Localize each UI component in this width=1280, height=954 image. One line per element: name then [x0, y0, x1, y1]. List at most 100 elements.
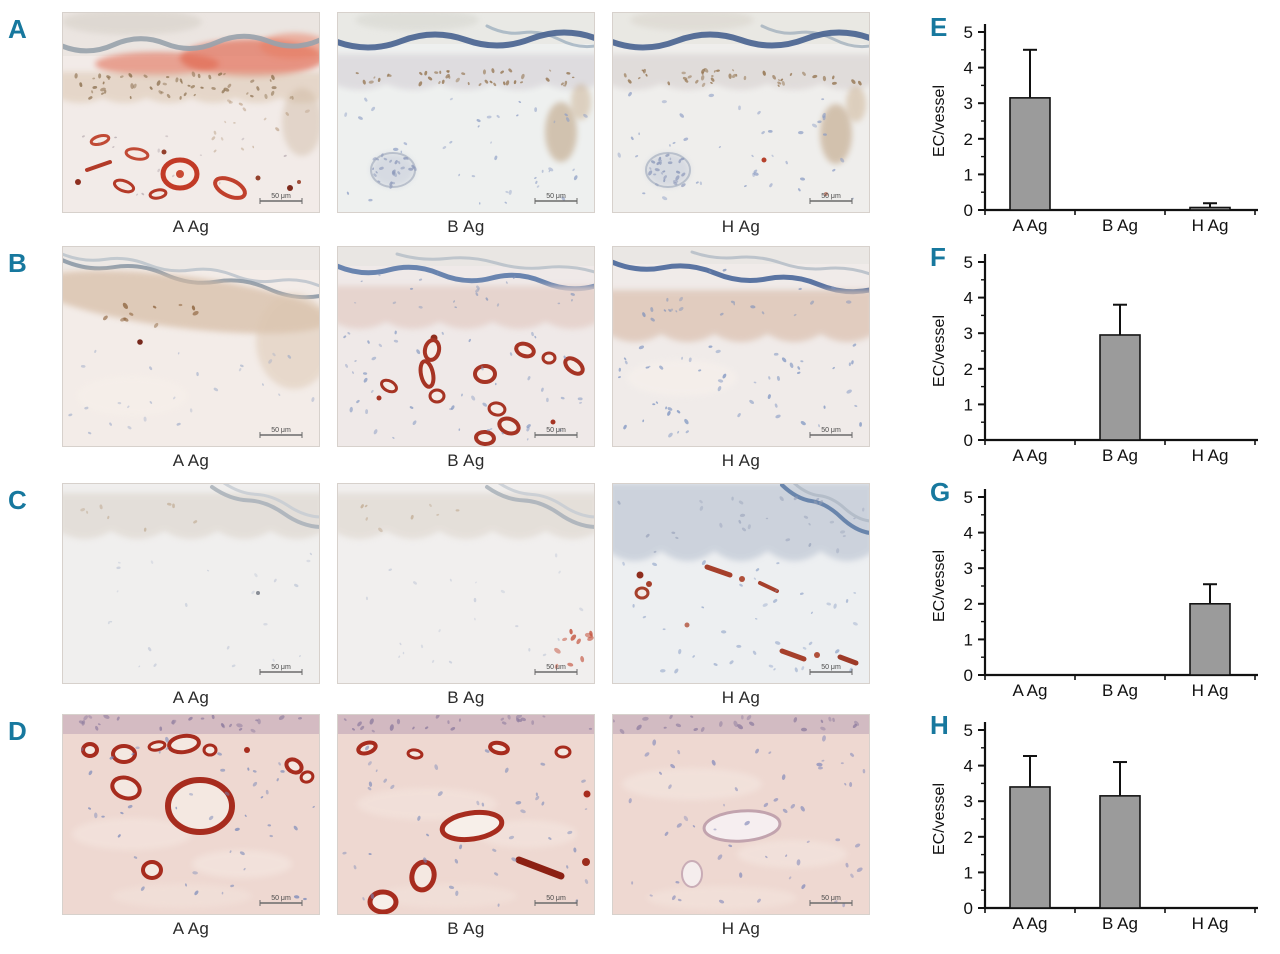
y-tick-label: 1 — [964, 863, 973, 882]
x-category-label: B Ag — [1102, 914, 1138, 933]
row-label-A: A — [8, 14, 27, 44]
scale-bar: 50 μm — [534, 427, 578, 438]
svg-text:50 μm: 50 μm — [546, 427, 566, 434]
svg-text:50 μm: 50 μm — [271, 895, 291, 902]
micrograph-C-H-Ag: 50 μm — [612, 483, 870, 684]
chart-label-E: E — [930, 12, 948, 42]
chart-block-F: F 0 1 2 3 4 5 EC/vessel A Ag B Ag H Ag — [920, 236, 1280, 468]
scale-bar: 50 μm — [534, 664, 578, 675]
micrograph-C-B-Ag: 50 μm — [337, 483, 595, 684]
svg-text:50 μm: 50 μm — [821, 193, 841, 200]
y-tick-label: 1 — [964, 395, 973, 414]
y-tick-label: 2 — [964, 130, 973, 149]
x-category-label: A Ag — [1013, 446, 1048, 465]
svg-text:50 μm: 50 μm — [821, 427, 841, 434]
y-tick-label: 1 — [964, 630, 973, 649]
x-category-label: H Ag — [1192, 446, 1229, 465]
panel-caption: H Ag — [721, 688, 761, 707]
micrograph-A-A-Ag: 50 μm — [62, 12, 320, 213]
y-tick-label: 5 — [964, 23, 973, 42]
micrograph-A-H-Ag: 50 μm — [612, 12, 870, 213]
micrograph-D-H-Ag: 50 μm — [612, 714, 870, 915]
svg-text:50 μm: 50 μm — [546, 895, 566, 902]
micrograph-B-A-Ag: 50 μm — [62, 246, 320, 447]
bar-chart-svg-E: 0 1 2 3 4 5 EC/vessel A Ag B Ag H Ag — [931, 23, 1258, 235]
panel-caption: A Ag — [172, 919, 210, 938]
y-tick-label: 2 — [964, 360, 973, 379]
bar-H-Ag — [1189, 206, 1231, 211]
y-tick-label: 5 — [964, 253, 973, 272]
panel-caption: A Ag — [172, 688, 210, 707]
chart-label-H: H — [930, 710, 949, 740]
row-label-C: C — [8, 485, 27, 515]
scale-bar: 50 μm — [809, 427, 853, 438]
y-tick-label: 4 — [964, 757, 973, 776]
y-tick-label: 5 — [964, 488, 973, 507]
chart-block-E: E 0 1 2 3 4 5 EC/vessel A Ag B Ag H Ag — [920, 6, 1280, 238]
panel-caption: H Ag — [721, 451, 761, 470]
chart-label-G: G — [930, 477, 951, 507]
y-tick-label: 4 — [964, 524, 973, 543]
panel-caption: A Ag — [172, 451, 210, 470]
scale-bar: 50 μm — [259, 664, 303, 675]
x-category-label: B Ag — [1102, 446, 1138, 465]
bar-A-Ag — [1009, 97, 1051, 211]
y-tick-label: 0 — [964, 666, 973, 685]
x-category-label: H Ag — [1192, 914, 1229, 933]
y-tick-label: 0 — [964, 899, 973, 918]
panel-caption: H Ag — [721, 919, 761, 938]
x-category-label: H Ag — [1192, 216, 1229, 235]
y-tick-label: 4 — [964, 289, 973, 308]
panel-caption: B Ag — [447, 688, 485, 707]
panel-caption: B Ag — [447, 217, 485, 236]
x-category-label: B Ag — [1102, 216, 1138, 235]
y-tick-label: 0 — [964, 431, 973, 450]
y-tick-label: 3 — [964, 324, 973, 343]
scale-bar: 50 μm — [259, 895, 303, 906]
micrograph-A-B-Ag: 50 μm — [337, 12, 595, 213]
x-category-label: A Ag — [1013, 914, 1048, 933]
y-axis-title: EC/vessel — [931, 315, 948, 387]
bar-A-Ag — [1009, 786, 1051, 909]
panel-caption: B Ag — [447, 451, 485, 470]
micrograph-D-A-Ag: 50 μm — [62, 714, 320, 915]
x-category-label: B Ag — [1102, 681, 1138, 700]
scale-bar: 50 μm — [534, 193, 578, 204]
chart-block-H: H 0 1 2 3 4 5 EC/vessel A Ag B Ag H Ag — [920, 704, 1280, 936]
bar-chart-svg-G: 0 1 2 3 4 5 EC/vessel A Ag B Ag H Ag — [931, 488, 1258, 700]
panel-caption: A Ag — [172, 217, 210, 236]
y-tick-label: 3 — [964, 94, 973, 113]
bar-B-Ag — [1099, 795, 1141, 909]
bar-chart-svg-F: 0 1 2 3 4 5 EC/vessel A Ag B Ag H Ag — [931, 253, 1258, 465]
y-tick-label: 4 — [964, 59, 973, 78]
x-category-label: A Ag — [1013, 681, 1048, 700]
bar-chart-svg-H: 0 1 2 3 4 5 EC/vessel A Ag B Ag H Ag — [931, 721, 1258, 933]
y-axis-title: EC/vessel — [931, 550, 948, 622]
micrograph-B-H-Ag: 50 μm — [612, 246, 870, 447]
scale-bar: 50 μm — [259, 193, 303, 204]
row-label-D: D — [8, 716, 27, 746]
scale-bar: 50 μm — [534, 895, 578, 906]
scale-bar: 50 μm — [809, 895, 853, 906]
svg-text:50 μm: 50 μm — [821, 664, 841, 671]
micrograph-B-B-Ag: 50 μm — [337, 246, 595, 447]
bar-H-Ag — [1189, 603, 1231, 676]
svg-text:50 μm: 50 μm — [546, 193, 566, 200]
y-tick-label: 2 — [964, 595, 973, 614]
chart-label-F: F — [930, 242, 946, 272]
y-tick-label: 0 — [964, 201, 973, 220]
y-tick-label: 3 — [964, 792, 973, 811]
row-label-B: B — [8, 248, 27, 278]
svg-text:50 μm: 50 μm — [271, 193, 291, 200]
scale-bar: 50 μm — [259, 427, 303, 438]
chart-block-G: G 0 1 2 3 4 5 EC/vessel A Ag B Ag H Ag — [920, 471, 1280, 703]
bar-B-Ag — [1099, 334, 1141, 441]
y-axis-title: EC/vessel — [931, 783, 948, 855]
svg-text:50 μm: 50 μm — [821, 895, 841, 902]
y-tick-label: 2 — [964, 828, 973, 847]
svg-text:50 μm: 50 μm — [271, 664, 291, 671]
scale-bar: 50 μm — [809, 664, 853, 675]
y-tick-label: 1 — [964, 165, 973, 184]
y-tick-label: 5 — [964, 721, 973, 740]
